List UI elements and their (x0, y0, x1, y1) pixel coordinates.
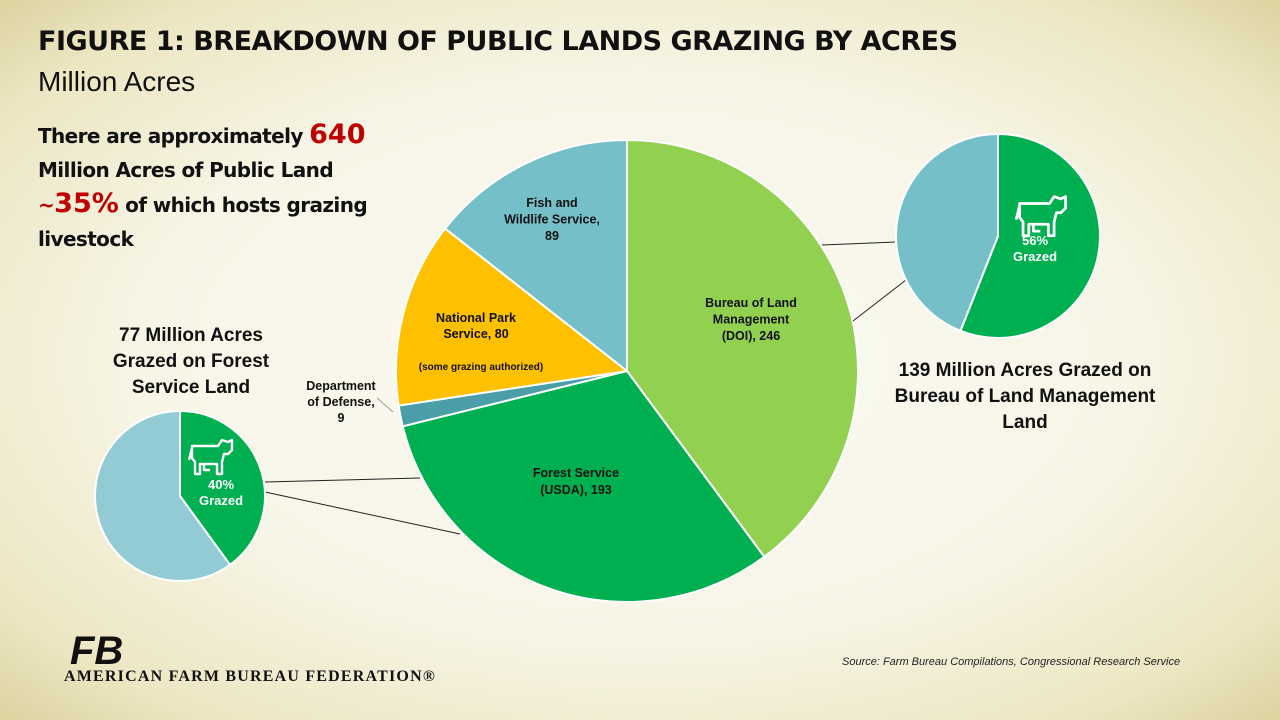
forest-grazing-slice-1 (94, 409, 232, 582)
public-lands-label-4-line-1: Wildlife Service, (504, 213, 600, 227)
intro-text-3: of which hosts grazing (118, 193, 368, 217)
intro-text-4: livestock (38, 227, 134, 251)
forest-service-callout: 77 Million Acres Grazed on Forest Servic… (112, 325, 270, 398)
blm-grazing-slice-1 (895, 132, 999, 333)
page-subtitle: Million Acres (38, 66, 196, 97)
public-lands-slice-4 (443, 138, 628, 374)
fb-logo: FB (70, 630, 123, 670)
public-lands-label-1-line-0: Forest Service (533, 466, 619, 480)
public-lands-label-2-line-2: 9 (338, 411, 345, 425)
blm-grazed-label-line-1: Grazed (1013, 249, 1057, 264)
public-lands-label-3-line-0: National Park (436, 311, 516, 325)
blm-connector-top (821, 241, 896, 246)
nps-note: (some grazing authorized) (419, 362, 543, 373)
blm-connector-bottom (852, 279, 907, 322)
public-lands-slice-3 (395, 227, 630, 407)
cow-icon (1014, 195, 1067, 238)
public-lands-label-3-line-1: Service, 80 (443, 327, 508, 341)
blm-grazed-label-line-0: 56% (1022, 233, 1048, 248)
forest-connector-top (264, 477, 421, 483)
forest-connector-bottom (264, 491, 461, 535)
blm-callout: 139 Million Acres Grazed on Bureau of La… (894, 360, 1156, 433)
organization-name: AMERICAN FARM BUREAU FEDERATION® (64, 668, 436, 685)
page-title: FIGURE 1: BREAKDOWN OF PUBLIC LANDS GRAZ… (38, 26, 958, 57)
blm-grazing-slice-0 (959, 132, 1101, 339)
approx-symbol: ~ (38, 193, 55, 217)
dod-leader-line (376, 397, 394, 413)
forest-grazing-slice-0 (179, 409, 266, 567)
cow-icon (187, 438, 234, 476)
public-lands-label-2-line-0: Department (306, 379, 376, 393)
public-lands-label-1-line-1: (USDA), 193 (540, 483, 612, 497)
fb-logo-text: FB (70, 630, 123, 670)
public-lands-label-4-line-2: 89 (545, 229, 559, 243)
percent-highlight: 35% (54, 188, 119, 219)
intro-text-1: There are approximately (38, 124, 310, 148)
public-lands-label-2-line-1: of Defense, (307, 395, 374, 409)
forest-grazed-label-line-1: Grazed (199, 493, 243, 508)
public-lands-label-0-line-2: (DOI), 246 (722, 329, 780, 343)
public-lands-slice-0 (626, 138, 859, 559)
public-lands-label-4-line-0: Fish and (526, 196, 577, 210)
intro-statement: There are approximately 640 Million Acre… (38, 118, 398, 256)
intro-text-2: Million Acres of Public Land (38, 158, 334, 182)
source-note: Source: Farm Bureau Compilations, Congre… (842, 656, 1181, 668)
public-lands-slice-1 (401, 369, 766, 603)
public-lands-label-0-line-1: Management (713, 313, 790, 327)
total-acres-highlight: 640 (309, 119, 366, 150)
forest-grazed-label-line-0: 40% (208, 477, 234, 492)
public-lands-label-0-line-0: Bureau of Land (705, 296, 797, 310)
